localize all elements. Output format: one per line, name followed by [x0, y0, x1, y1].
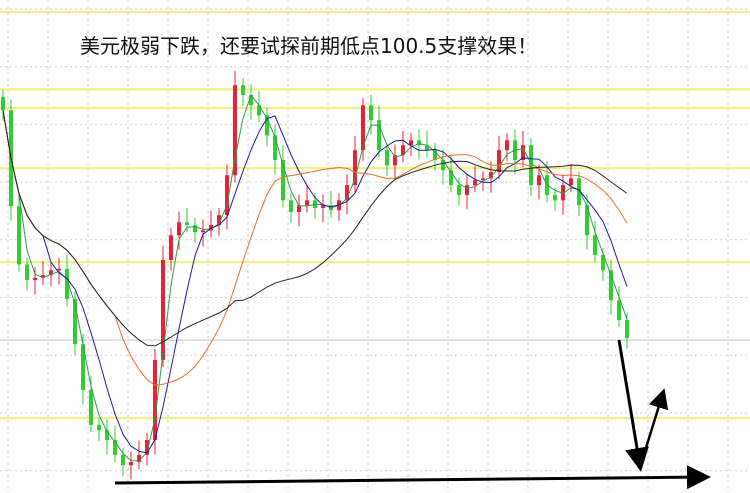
candle-body [33, 277, 37, 281]
candle-body [601, 255, 605, 271]
moving-averages [2, 94, 628, 462]
candle-body [97, 424, 101, 431]
candle-body [241, 85, 245, 96]
candle-body [521, 145, 525, 161]
rebound-arrow [639, 388, 669, 465]
candles [1, 70, 629, 480]
baseline-arrow [114, 465, 711, 490]
candle-body [553, 194, 557, 201]
candle-body [433, 150, 437, 161]
candle-body [105, 430, 109, 441]
candle-body [137, 454, 141, 463]
candle-body [353, 150, 357, 186]
candle-body [345, 185, 349, 201]
candle-body [225, 175, 229, 216]
candle-body [265, 115, 269, 136]
candle-body [393, 155, 397, 166]
candle-body [457, 185, 461, 195]
candle-body [401, 145, 405, 156]
candle-body [169, 235, 173, 260]
candle-body [201, 230, 205, 233]
candle-body [113, 440, 117, 455]
candle-body [409, 140, 413, 146]
candle-body [425, 145, 429, 151]
candle-body [49, 270, 53, 276]
moving-average-line [2, 94, 628, 462]
candle-body [257, 105, 261, 116]
candle-body [449, 170, 453, 186]
candle-body [537, 175, 541, 186]
moving-average-line [2, 110, 628, 386]
candle-body [41, 275, 45, 278]
candle-body [209, 224, 213, 231]
candle-body [569, 178, 573, 186]
candle-body [297, 205, 301, 212]
candle-body [505, 140, 509, 151]
candle-body [377, 120, 381, 151]
candle-body [497, 150, 501, 173]
candle-body [321, 205, 325, 208]
candle-body [217, 215, 221, 225]
candle-body [473, 180, 477, 186]
candle-body [145, 440, 149, 455]
candle-body [609, 270, 613, 301]
candle-body [129, 462, 133, 466]
candle-body [481, 178, 485, 181]
candle-body [89, 389, 93, 425]
chart-title: 美元极弱下跌，还要试探前期低点100.5支撑效果！ [80, 34, 538, 58]
moving-average-line [2, 110, 628, 454]
candle-body [465, 185, 469, 195]
candle-body [625, 320, 629, 338]
candle-body [153, 359, 157, 441]
candle-body [233, 85, 237, 176]
candle-body [193, 224, 197, 233]
candle-body [25, 264, 29, 281]
candle-body [121, 454, 125, 466]
candle-body [305, 200, 309, 206]
candle-body [577, 178, 581, 206]
candle-body [593, 235, 597, 256]
candle-body [361, 105, 365, 151]
candle-body [529, 145, 533, 186]
candle-body [289, 200, 293, 212]
candle-body [249, 95, 253, 106]
forecast-arrows [114, 339, 711, 490]
candle-body [161, 259, 165, 360]
candle-body [65, 268, 69, 299]
candle-body [369, 105, 373, 121]
candle-body [81, 344, 85, 390]
candle-body [561, 185, 565, 201]
candle-body [17, 206, 21, 265]
candle-body [489, 172, 493, 179]
candle-body [441, 160, 445, 171]
candle-body [177, 222, 181, 236]
candle-body [185, 222, 189, 225]
candle-body [417, 140, 421, 146]
moving-average-line [2, 110, 628, 347]
candle-body [281, 160, 285, 201]
down-arrow [617, 339, 649, 472]
candle-body [273, 135, 277, 161]
candle-body [57, 268, 61, 271]
candle-body [585, 205, 589, 236]
candle-body [1, 96, 5, 111]
support-resistance-lines [0, 11, 750, 420]
candle-body [73, 298, 77, 345]
candle-body [617, 300, 621, 321]
candle-body [385, 150, 389, 166]
